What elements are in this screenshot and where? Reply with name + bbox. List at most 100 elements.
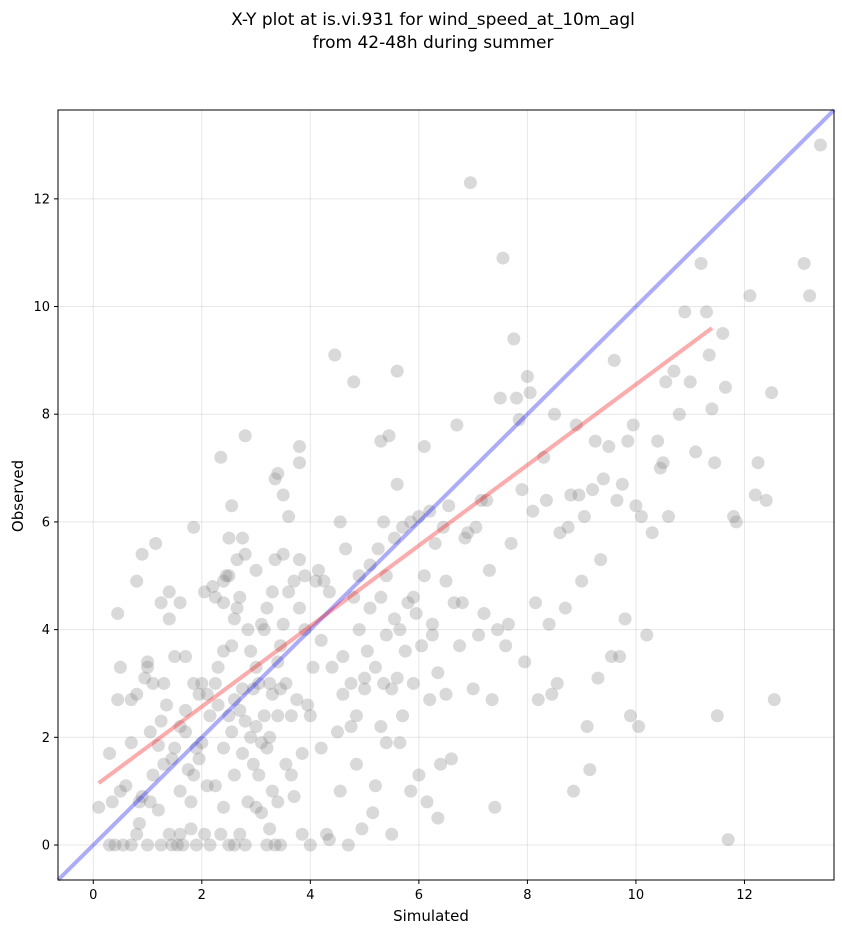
- data-point: [415, 639, 429, 653]
- data-point: [314, 741, 328, 755]
- data-point: [208, 779, 222, 793]
- data-point: [192, 687, 206, 701]
- data-point: [189, 838, 203, 852]
- fit-line: [97, 326, 714, 785]
- data-point: [257, 709, 271, 723]
- data-point: [241, 623, 255, 637]
- data-point: [347, 590, 361, 604]
- data-point: [260, 838, 274, 852]
- data-point: [119, 779, 133, 793]
- x-tick-label: 10: [628, 888, 645, 903]
- data-point: [458, 531, 472, 545]
- data-point: [510, 391, 524, 405]
- data-point: [257, 623, 271, 637]
- data-point: [124, 838, 138, 852]
- data-point: [390, 477, 404, 491]
- data-point: [276, 488, 290, 502]
- data-point: [572, 488, 586, 502]
- data-point: [705, 402, 719, 416]
- data-point: [113, 784, 127, 798]
- data-point: [200, 687, 214, 701]
- data-point: [813, 138, 827, 152]
- data-point: [222, 838, 236, 852]
- y-tick-label: 12: [33, 192, 50, 207]
- data-point: [651, 434, 665, 448]
- data-point: [480, 493, 494, 507]
- data-point: [683, 375, 697, 389]
- data-point: [366, 806, 380, 820]
- data-point: [439, 687, 453, 701]
- data-point: [515, 483, 529, 497]
- data-point: [282, 510, 296, 524]
- data-point: [537, 450, 551, 464]
- data-point: [396, 709, 410, 723]
- data-point: [173, 784, 187, 798]
- data-point: [203, 838, 217, 852]
- y-tick-label: 8: [42, 408, 50, 423]
- data-point: [613, 650, 627, 664]
- data-point: [417, 569, 431, 583]
- data-point: [721, 833, 735, 847]
- data-point: [512, 413, 526, 427]
- data-point: [493, 391, 507, 405]
- data-point: [645, 526, 659, 540]
- data-point: [358, 671, 372, 685]
- data-point: [333, 515, 347, 529]
- data-point: [385, 827, 399, 841]
- data-point: [629, 499, 643, 513]
- data-point: [162, 585, 176, 599]
- data-point: [141, 660, 155, 674]
- data-point: [526, 504, 540, 518]
- data-point: [192, 752, 206, 766]
- data-point: [233, 703, 247, 717]
- data-point: [425, 628, 439, 642]
- data-point: [374, 590, 388, 604]
- data-point: [368, 779, 382, 793]
- data-point: [132, 795, 146, 809]
- data-point: [667, 364, 681, 378]
- data-point: [187, 676, 201, 690]
- x-tick-label: 8: [523, 888, 531, 903]
- data-point: [374, 434, 388, 448]
- data-point: [317, 574, 331, 588]
- data-point: [103, 838, 117, 852]
- data-point: [412, 510, 426, 524]
- data-point: [656, 456, 670, 470]
- data-point: [113, 660, 127, 674]
- data-point: [396, 520, 410, 534]
- data-point: [575, 574, 589, 588]
- data-point: [710, 709, 724, 723]
- x-tick-label: 0: [89, 888, 97, 903]
- data-point: [130, 827, 144, 841]
- data-point: [328, 348, 342, 362]
- data-point: [141, 655, 155, 669]
- data-point: [217, 596, 231, 610]
- data-point: [124, 736, 138, 750]
- data-point: [447, 596, 461, 610]
- data-point: [225, 499, 239, 513]
- data-point: [271, 709, 285, 723]
- data-point: [716, 326, 730, 340]
- data-point: [276, 547, 290, 561]
- data-point: [233, 827, 247, 841]
- data-point: [252, 768, 266, 782]
- data-point: [434, 757, 448, 771]
- data-point: [659, 375, 673, 389]
- data-point: [111, 693, 125, 707]
- chart-title-line1: X-Y plot at is.vi.931 for wind_speed_at_…: [231, 10, 635, 30]
- data-point: [591, 671, 605, 685]
- data-point: [263, 730, 277, 744]
- data-point: [249, 563, 263, 577]
- data-point: [225, 639, 239, 653]
- data-point: [135, 790, 149, 804]
- data-point: [265, 585, 279, 599]
- data-point: [181, 763, 195, 777]
- data-point: [558, 601, 572, 615]
- data-point: [217, 800, 231, 814]
- data-point: [409, 606, 423, 620]
- data-point: [230, 553, 244, 567]
- data-point: [491, 623, 505, 637]
- data-point: [387, 612, 401, 626]
- data-point: [116, 838, 130, 852]
